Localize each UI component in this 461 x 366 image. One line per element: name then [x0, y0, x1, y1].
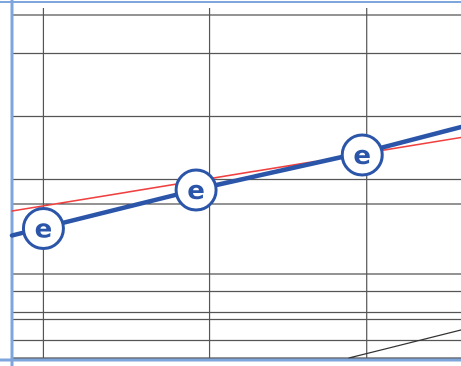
- series-line-0: [9, 124, 461, 238]
- data-point-label-2: e: [353, 141, 371, 171]
- data-point-marker-1: [174, 168, 218, 212]
- series-line-1: [11, 136, 461, 212]
- data-point-label-0: e: [35, 215, 53, 245]
- data-point-marker-2: [340, 133, 384, 177]
- data-point-label-1: e: [187, 176, 205, 206]
- series-line-2: [348, 329, 461, 359]
- data-point-marker-0: [21, 207, 65, 250]
